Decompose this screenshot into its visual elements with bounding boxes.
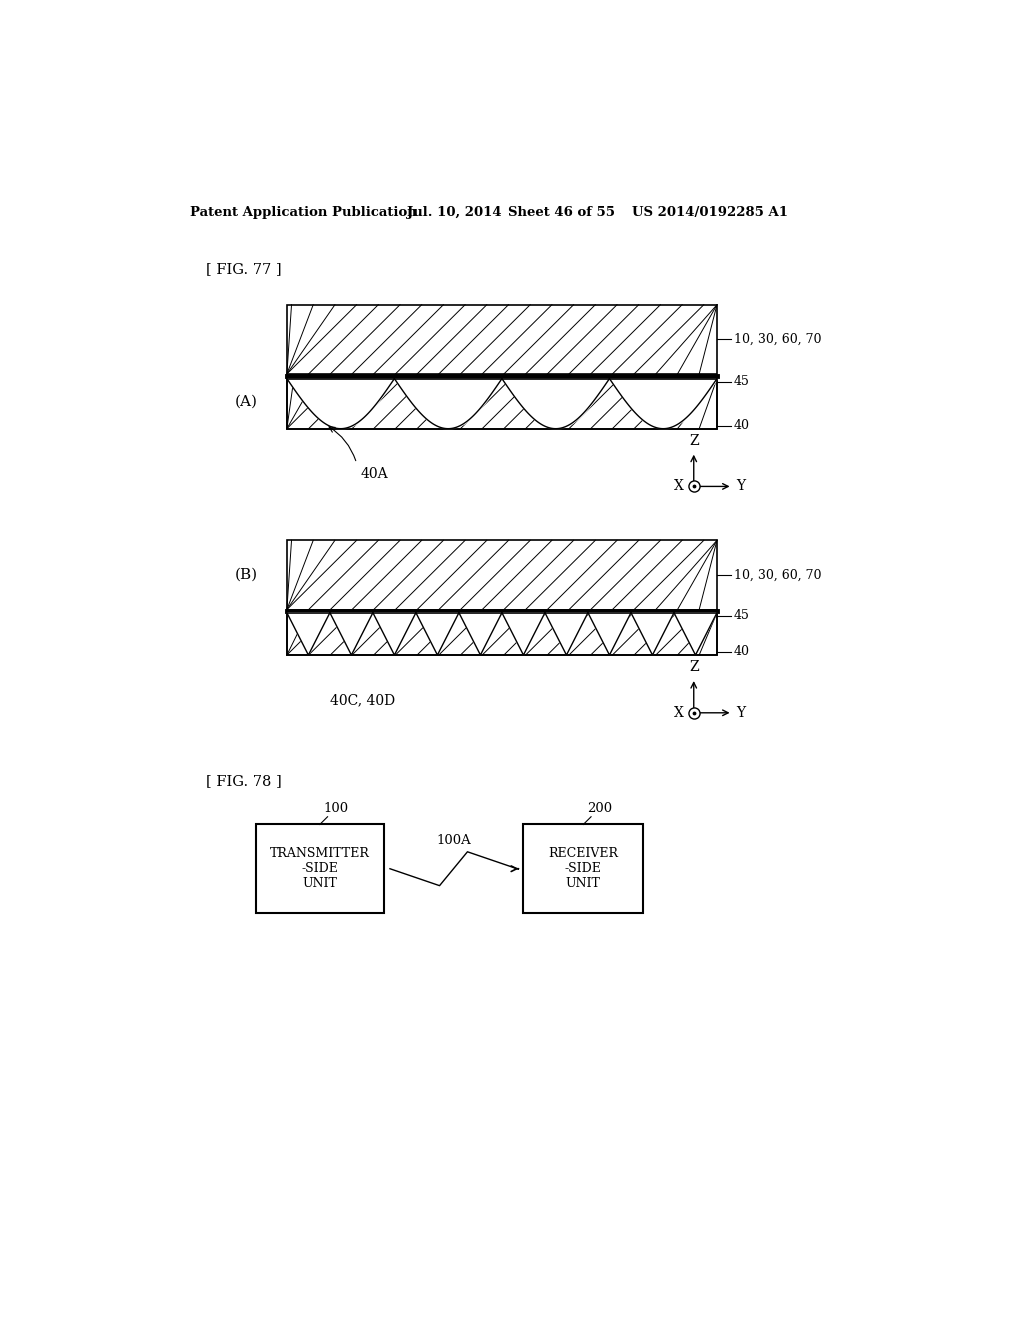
Text: [ FIG. 78 ]: [ FIG. 78 ]	[206, 775, 282, 788]
Text: 40A: 40A	[360, 467, 388, 482]
Text: Z: Z	[689, 434, 698, 447]
Text: X: X	[674, 479, 684, 494]
Polygon shape	[674, 612, 717, 655]
Polygon shape	[502, 612, 545, 655]
Text: RECEIVER
-SIDE
UNIT: RECEIVER -SIDE UNIT	[548, 847, 618, 890]
Text: 200: 200	[587, 803, 612, 816]
Text: Y: Y	[736, 706, 745, 719]
Bar	[287, 540, 717, 610]
Polygon shape	[588, 612, 631, 655]
Text: 40: 40	[734, 418, 750, 432]
Text: [ FIG. 77 ]: [ FIG. 77 ]	[206, 263, 282, 276]
Text: Sheet 46 of 55: Sheet 46 of 55	[508, 206, 614, 219]
Bar	[287, 540, 717, 610]
Bar	[287, 379, 717, 429]
Text: Jul. 10, 2014: Jul. 10, 2014	[407, 206, 502, 219]
Text: Z: Z	[689, 660, 698, 675]
Text: 40: 40	[734, 645, 750, 659]
Bar	[287, 305, 717, 374]
Text: 10, 30, 60, 70: 10, 30, 60, 70	[734, 333, 821, 346]
Text: (B): (B)	[234, 568, 258, 582]
Text: 45: 45	[734, 610, 750, 622]
Polygon shape	[631, 612, 674, 655]
Text: (A): (A)	[234, 395, 258, 409]
Text: 100: 100	[324, 803, 349, 816]
Bar	[523, 825, 643, 913]
Text: 45: 45	[734, 375, 750, 388]
Polygon shape	[545, 612, 588, 655]
Text: Patent Application Publication: Patent Application Publication	[190, 206, 417, 219]
Polygon shape	[330, 612, 373, 655]
Text: US 2014/0192285 A1: US 2014/0192285 A1	[632, 206, 787, 219]
Bar	[287, 305, 717, 374]
Text: 40C, 40D: 40C, 40D	[330, 693, 394, 708]
Text: 10, 30, 60, 70: 10, 30, 60, 70	[734, 569, 821, 582]
Bar	[287, 379, 717, 429]
Text: X: X	[674, 706, 684, 719]
Polygon shape	[373, 612, 416, 655]
Polygon shape	[416, 612, 459, 655]
Text: 100A: 100A	[436, 834, 471, 847]
Text: TRANSMITTER
-SIDE
UNIT: TRANSMITTER -SIDE UNIT	[270, 847, 370, 890]
Bar	[287, 612, 717, 655]
Bar	[287, 612, 717, 655]
Bar	[287, 379, 717, 429]
Polygon shape	[287, 612, 330, 655]
Text: Y: Y	[736, 479, 745, 494]
Bar	[287, 612, 717, 655]
Polygon shape	[459, 612, 502, 655]
Bar	[256, 825, 384, 913]
